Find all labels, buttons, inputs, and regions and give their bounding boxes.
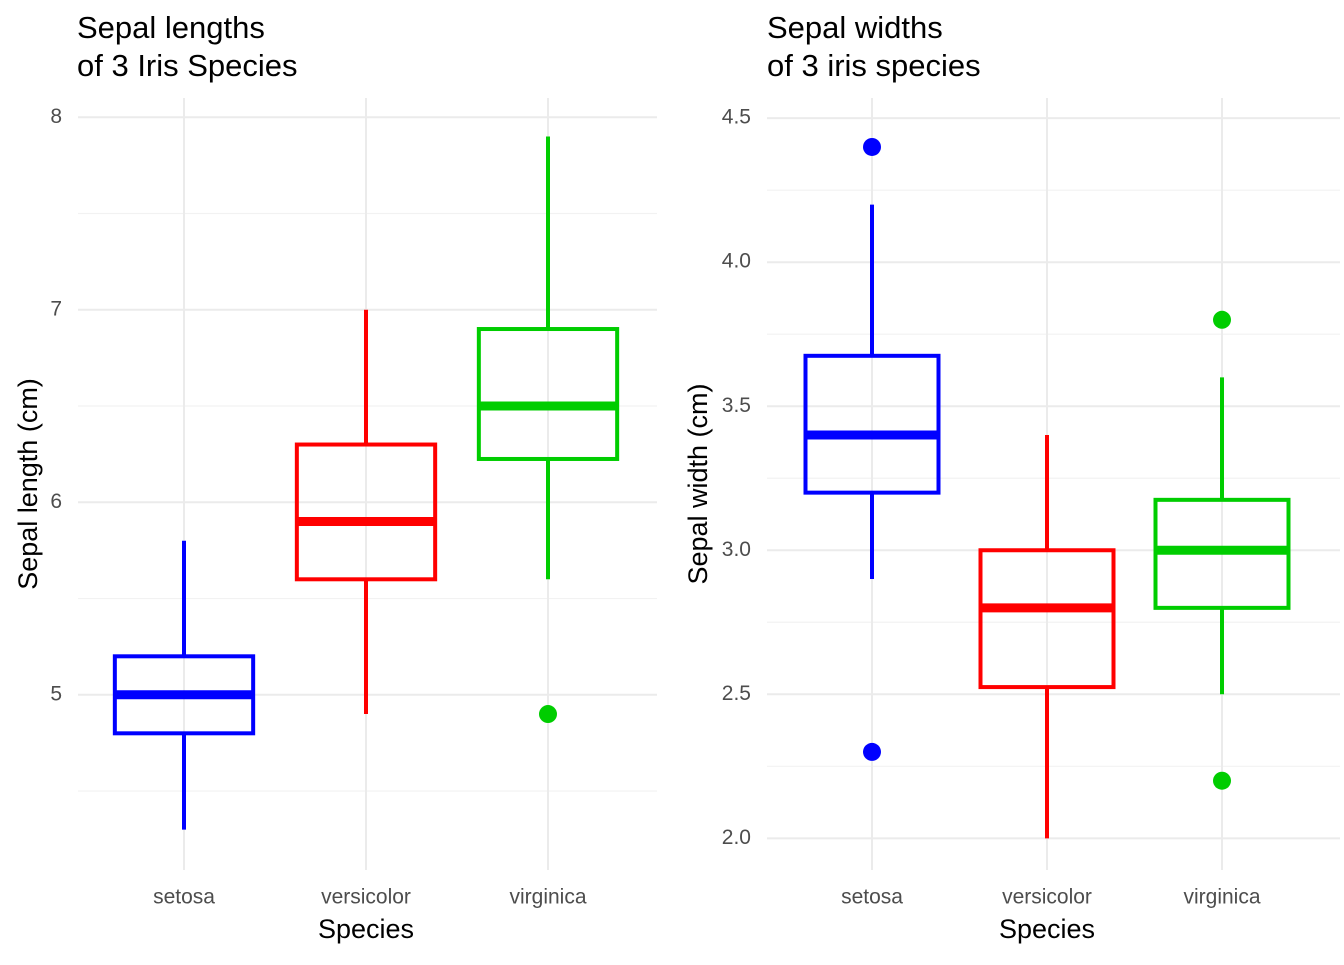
box bbox=[476, 327, 620, 461]
box bbox=[803, 353, 941, 495]
x-tick-label: virginica bbox=[1183, 886, 1260, 909]
x-tick-label: setosa bbox=[153, 886, 215, 909]
y-tick-label: 6 bbox=[50, 490, 62, 513]
y-tick-label: 2.5 bbox=[722, 682, 751, 705]
y-tick-label: 4.5 bbox=[722, 106, 751, 129]
outlier bbox=[1213, 771, 1231, 790]
x-axis-label: Species bbox=[999, 914, 1095, 944]
chart-title: of 3 iris species bbox=[767, 48, 981, 83]
outlier bbox=[539, 705, 557, 724]
outlier bbox=[863, 742, 881, 761]
y-tick-label: 3.0 bbox=[722, 538, 751, 561]
chart-title: Sepal widths bbox=[767, 10, 943, 45]
box bbox=[294, 442, 438, 582]
y-axis-label: Sepal length (cm) bbox=[13, 378, 43, 590]
y-tick-label: 5 bbox=[50, 682, 62, 705]
x-tick-label: versicolor bbox=[1002, 886, 1092, 909]
x-tick-label: versicolor bbox=[321, 886, 411, 909]
box bbox=[978, 548, 1116, 690]
x-tick-label: setosa bbox=[841, 886, 903, 909]
x-tick-label: virginica bbox=[509, 886, 586, 909]
y-tick-label: 4.0 bbox=[722, 250, 751, 273]
y-tick-label: 7 bbox=[50, 297, 62, 320]
outlier bbox=[863, 137, 881, 156]
outlier bbox=[1213, 310, 1231, 329]
chart-title: Sepal lengths bbox=[77, 10, 265, 45]
y-tick-label: 2.0 bbox=[722, 826, 751, 849]
x-axis-label: Species bbox=[318, 914, 414, 944]
y-axis-label: Sepal width (cm) bbox=[683, 383, 713, 584]
y-tick-label: 3.5 bbox=[722, 394, 751, 417]
chart-title: of 3 Iris Species bbox=[77, 48, 298, 83]
y-tick-label: 8 bbox=[50, 105, 62, 128]
